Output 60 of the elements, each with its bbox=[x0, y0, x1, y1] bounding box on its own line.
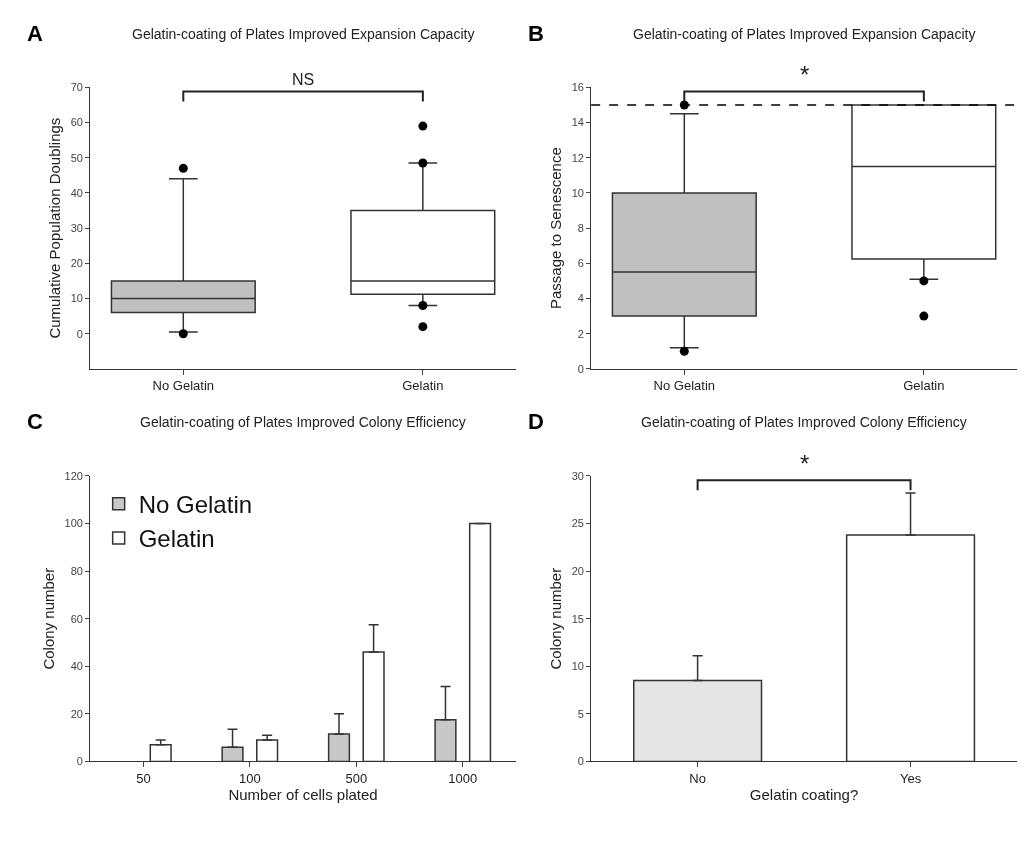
y-tick-label: 14 bbox=[571, 116, 584, 129]
y-tick-label: 40 bbox=[70, 186, 83, 199]
y-tick-label: 16 bbox=[571, 81, 584, 94]
chart-title: Gelatin-coating of Plates Improved Colony Efficiency bbox=[140, 414, 466, 430]
x-tick-label: 1000 bbox=[448, 771, 478, 787]
annotation: * bbox=[800, 450, 810, 477]
annotation: * bbox=[800, 61, 810, 88]
y-tick-label: 0 bbox=[577, 755, 584, 768]
y-tick-label: 100 bbox=[64, 517, 83, 530]
chart-title: Gelatin-coating of Plates Improved Colony Efficiency bbox=[641, 414, 967, 430]
y-tick-label: 30 bbox=[571, 469, 584, 482]
x-tick-label: 500 bbox=[345, 771, 368, 787]
text: A bbox=[27, 21, 43, 46]
y-tick-label: 2 bbox=[577, 327, 584, 340]
y-tick-label: 0 bbox=[577, 362, 584, 375]
x-axis-title: Gelatin coating? bbox=[749, 786, 859, 804]
x-tick-label: 50 bbox=[136, 771, 151, 787]
y-tick-label: 40 bbox=[70, 660, 83, 673]
x-tick-label: 100 bbox=[238, 771, 261, 787]
y-tick-label: 60 bbox=[70, 612, 83, 625]
y-tick-label: 10 bbox=[70, 292, 83, 305]
x-tick-label: Yes bbox=[899, 771, 922, 787]
y-tick-label: 12 bbox=[571, 151, 584, 164]
y-tick-label: 15 bbox=[571, 612, 584, 625]
legend-label: No Gelatin bbox=[138, 491, 253, 519]
x-tick-label: Gelatin bbox=[402, 378, 444, 394]
y-tick-label: 25 bbox=[571, 517, 584, 530]
y-tick-label: 0 bbox=[76, 755, 83, 768]
y-tick-label: 0 bbox=[76, 327, 83, 340]
y-tick-label: 8 bbox=[577, 221, 584, 234]
y-tick-label: 20 bbox=[70, 257, 83, 270]
y-axis-title: Colony number bbox=[546, 567, 564, 670]
x-tick-label: Gelatin bbox=[903, 378, 945, 394]
y-tick-label: 10 bbox=[571, 186, 584, 199]
y-tick-label: 5 bbox=[577, 707, 584, 720]
y-tick-label: 80 bbox=[70, 564, 83, 577]
y-tick-label: 20 bbox=[571, 564, 584, 577]
x-tick-label: No bbox=[689, 771, 706, 787]
x-tick-label: No Gelatin bbox=[152, 378, 215, 394]
y-tick-label: 4 bbox=[577, 292, 584, 305]
x-axis-title: Number of cells plated bbox=[228, 786, 378, 804]
text: D bbox=[528, 409, 544, 434]
annotation: NS bbox=[292, 71, 315, 88]
text: C bbox=[27, 409, 43, 434]
y-axis-title: Cumulative Population Doublings bbox=[45, 117, 63, 339]
y-tick-label: 120 bbox=[64, 469, 83, 482]
chart-title: Gelatin-coating of Plates Improved Expansion Capacity bbox=[132, 26, 475, 42]
y-axis-title: Passage to Senescence bbox=[546, 147, 564, 310]
y-tick-label: 6 bbox=[577, 257, 584, 270]
y-tick-label: 30 bbox=[70, 221, 83, 234]
y-tick-label: 60 bbox=[70, 116, 83, 129]
y-tick-label: 10 bbox=[571, 660, 584, 673]
y-tick-label: 70 bbox=[70, 81, 83, 94]
chart-title: Gelatin-coating of Plates Improved Expansion Capacity bbox=[633, 26, 976, 42]
y-tick-label: 20 bbox=[70, 707, 83, 720]
y-axis-title: Colony number bbox=[39, 567, 57, 670]
text: B bbox=[528, 21, 544, 46]
x-tick-label: No Gelatin bbox=[653, 378, 716, 394]
y-tick-label: 50 bbox=[70, 151, 83, 164]
legend-label: Gelatin bbox=[138, 525, 215, 553]
